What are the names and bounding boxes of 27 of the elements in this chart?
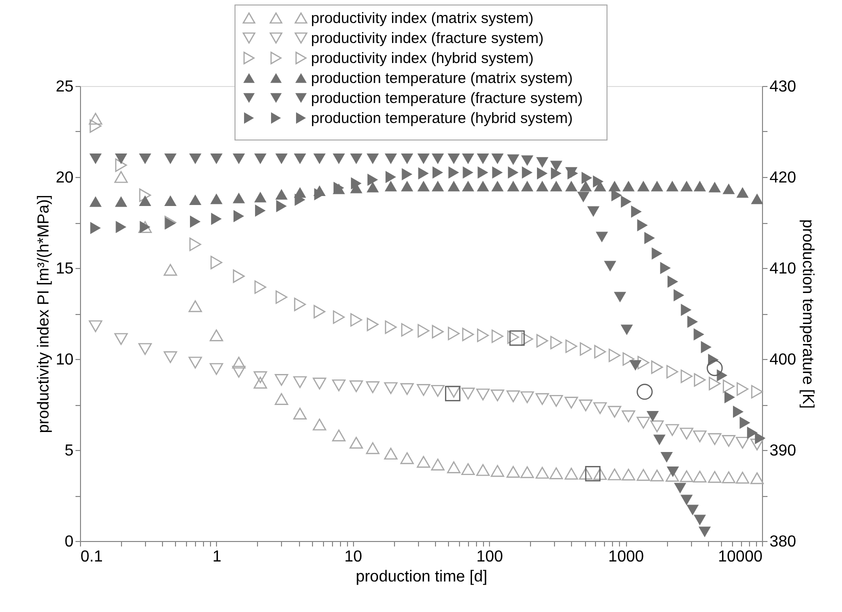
legend-label: production temperature (fracture system) [311, 90, 583, 107]
x-tick-label: 1000 [608, 548, 644, 566]
x-tick-label: 100 [476, 548, 504, 566]
legend-label: productivity index (hybrid system) [311, 50, 534, 67]
x-tick-label: 0.1 [80, 548, 103, 566]
x-tick-label: 10 [344, 548, 362, 566]
y2-tick-label: 400 [770, 352, 796, 368]
legend-label: production temperature (hybrid system) [311, 110, 573, 127]
y2-tick-label: 430 [770, 78, 796, 96]
y2-tick-label: 420 [770, 170, 796, 186]
y-tick-label: 5 [64, 442, 74, 460]
y2-axis-title: production temperature [K] [799, 219, 816, 409]
x-tick-label: 10000 [718, 548, 763, 566]
x-tick-label: 1 [212, 548, 222, 566]
y-tick-label: 20 [56, 170, 74, 186]
legend-label: productivity index (fracture system) [311, 30, 544, 47]
y-tick-label: 25 [56, 78, 74, 96]
legend-label: productivity index (matrix system) [311, 10, 534, 27]
y-tick-label: 10 [56, 352, 74, 368]
y-axis-title: productivity index PI [m³/(h*MPa)] [36, 194, 53, 434]
y-tick-label: 15 [56, 260, 74, 278]
y2-tick-label: 380 [770, 534, 796, 550]
y2-tick-label: 410 [770, 260, 796, 278]
x-axis-title: production time [d] [356, 568, 488, 586]
y2-tick-label: 390 [770, 442, 796, 460]
y-tick-label: 0 [64, 534, 74, 550]
legend-label: production temperature (matrix system) [311, 70, 573, 87]
